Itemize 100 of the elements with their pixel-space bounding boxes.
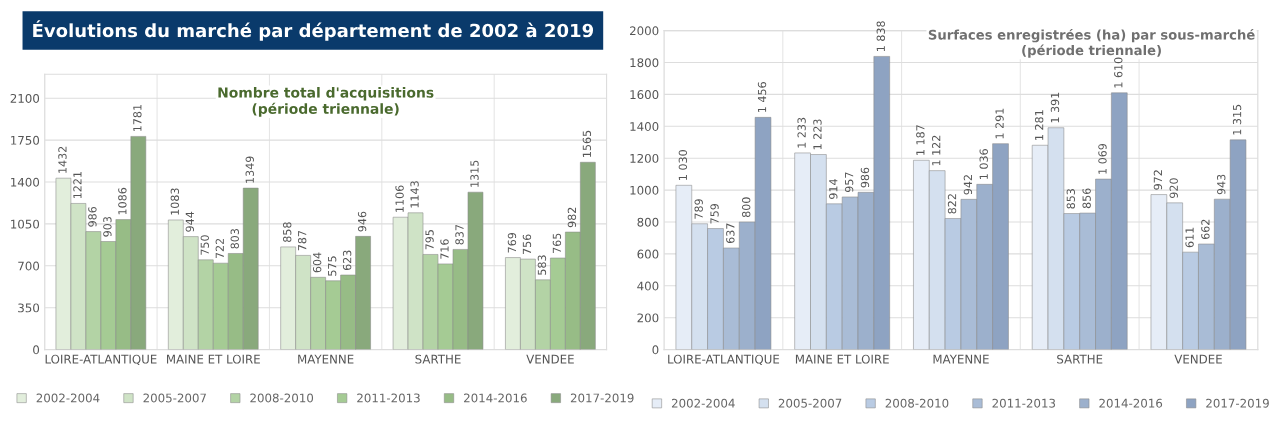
data-label: 1 315 (1232, 104, 1242, 135)
x-tick-label: VENDEE (526, 354, 574, 364)
data-label: 942 (963, 175, 973, 195)
data-label: 716 (440, 239, 449, 259)
data-label: 1 838 (876, 21, 885, 52)
data-label: 914 (829, 179, 838, 199)
x-tick-label: LOIRE-ATLANTIQUE (45, 354, 157, 365)
x-tick-label: MAINE ET LOIRE (167, 354, 260, 364)
legend-label: 2002-2004 (671, 398, 735, 408)
data-label: 856 (1082, 188, 1091, 209)
x-tick-label: SARTHE (1057, 354, 1103, 364)
x-tick-label: SARTHE (415, 354, 461, 364)
y-tick-label: 0 (33, 345, 40, 355)
data-label: 756 (522, 234, 532, 255)
data-label: 903 (103, 217, 112, 237)
legend-label: 2005-2007 (143, 393, 206, 403)
y-tick-label: 350 (18, 303, 40, 313)
data-label: 803 (230, 229, 239, 249)
data-label: 722 (215, 238, 224, 259)
data-label: 957 (844, 172, 854, 193)
data-label: 1106 (395, 185, 404, 212)
x-tick-label: MAINE ET LOIRE (795, 354, 889, 364)
y-tick-label: 1400 (11, 177, 40, 187)
y-tick-label: 400 (637, 281, 659, 291)
data-label: 1432 (58, 146, 67, 173)
data-label: 1 223 (813, 119, 822, 150)
data-label: 759 (710, 203, 719, 224)
data-label: 1781 (133, 105, 142, 132)
data-label: 1 291 (995, 108, 1004, 139)
y-tick-label: 1000 (630, 185, 659, 195)
data-label: 611 (1185, 227, 1194, 248)
data-label: 1 030 (678, 150, 688, 180)
chart-title: Évolutions du marché par département de 2002 à 2019 (33, 20, 594, 41)
data-label: 858 (283, 222, 292, 242)
data-label: 943 (1217, 174, 1226, 195)
text: Nombre total d'acquisitions (période triennale) (218, 86, 434, 117)
data-label: 623 (342, 250, 352, 271)
legend-label: 2011-2013 (992, 398, 1056, 408)
x-tick-label: LOIRE-ATLANTIQUE (668, 354, 780, 365)
data-label: 1083 (170, 188, 180, 215)
data-label: 575 (328, 256, 337, 276)
data-label: 1315 (470, 160, 479, 187)
data-label: 1086 (118, 187, 127, 215)
data-label: 787 (297, 230, 307, 251)
y-tick-label: 1200 (630, 153, 659, 163)
data-label: 1 456 (757, 82, 767, 112)
y-tick-label: 0 (652, 345, 659, 355)
legend-label: 2008-2010 (885, 398, 949, 408)
data-label: 982 (567, 207, 577, 228)
data-label: 986 (860, 167, 870, 188)
data-label: 800 (741, 197, 751, 218)
data-label: 750 (200, 235, 209, 255)
data-label: 1 233 (797, 117, 806, 148)
chart-title: Surfaces enregistrées (ha) par sous-marché (période triennale) (928, 28, 1255, 58)
data-label: 853 (1066, 189, 1076, 209)
data-label: 1 122 (932, 135, 941, 166)
y-tick-label: 1400 (630, 122, 659, 131)
data-label: 1349 (245, 156, 254, 183)
legend-label: 2011-2013 (357, 393, 420, 403)
data-label: 1 391 (1050, 92, 1060, 123)
y-tick-label: 1600 (630, 90, 659, 100)
y-tick-label: 800 (637, 217, 659, 227)
data-label: 765 (552, 233, 562, 253)
data-label: 1 187 (916, 125, 925, 155)
data-label: 769 (507, 232, 517, 253)
y-tick-label: 2100 (10, 93, 40, 103)
data-label: 986 (88, 206, 97, 227)
data-label: 920 (1169, 178, 1178, 198)
y-tick-label: 1050 (11, 219, 40, 229)
data-label: 662 (1201, 219, 1210, 240)
y-tick-label: 1750 (11, 135, 40, 145)
y-tick-label: 1800 (630, 58, 659, 68)
data-label: 789 (694, 199, 703, 219)
data-label: 604 (312, 252, 322, 273)
y-tick-label: 700 (18, 261, 40, 271)
y-tick-label: 2000 (630, 26, 659, 36)
data-label: 1143 (410, 181, 419, 208)
data-label: 944 (185, 211, 195, 232)
legend-label: 2002-2004 (36, 393, 100, 403)
legend-label: 2017-2019 (1206, 398, 1269, 408)
data-label: 837 (455, 224, 464, 245)
data-label: 1 036 (979, 149, 988, 179)
data-label: 1 610 (1114, 57, 1123, 88)
legend-label: 2014-2016 (464, 393, 527, 403)
data-label: 795 (425, 230, 434, 250)
data-label: 972 (1153, 170, 1163, 190)
data-label: 1565 (582, 130, 592, 157)
data-label: 583 (537, 255, 547, 275)
x-tick-label: VENDEE (1174, 354, 1222, 364)
data-label: 946 (357, 211, 367, 232)
data-label: 1 281 (1034, 110, 1044, 140)
data-label: 822 (947, 194, 957, 214)
data-label: 1 069 (1098, 143, 1107, 174)
x-tick-label: MAYENNE (298, 354, 354, 364)
x-tick-label: MAYENNE (933, 354, 989, 364)
y-tick-label: 200 (637, 313, 659, 323)
y-tick-label: 600 (637, 249, 659, 259)
data-label: 637 (726, 223, 735, 244)
legend-label: 2005-2007 (778, 398, 842, 408)
data-label: 1221 (73, 172, 82, 199)
